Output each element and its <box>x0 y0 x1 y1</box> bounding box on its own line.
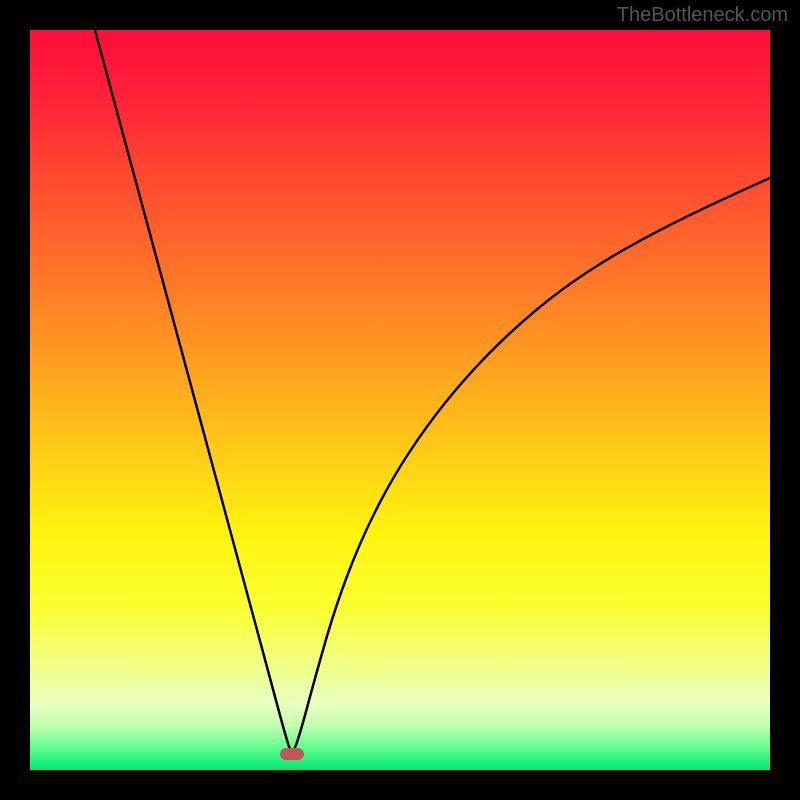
watermark-text: TheBottleneck.com <box>617 4 788 27</box>
chart-container: TheBottleneck.com <box>0 0 800 800</box>
plot-area <box>30 30 770 770</box>
gradient-background <box>30 30 770 770</box>
optimal-point-marker <box>280 748 304 760</box>
gradient-chart-svg <box>30 30 770 770</box>
